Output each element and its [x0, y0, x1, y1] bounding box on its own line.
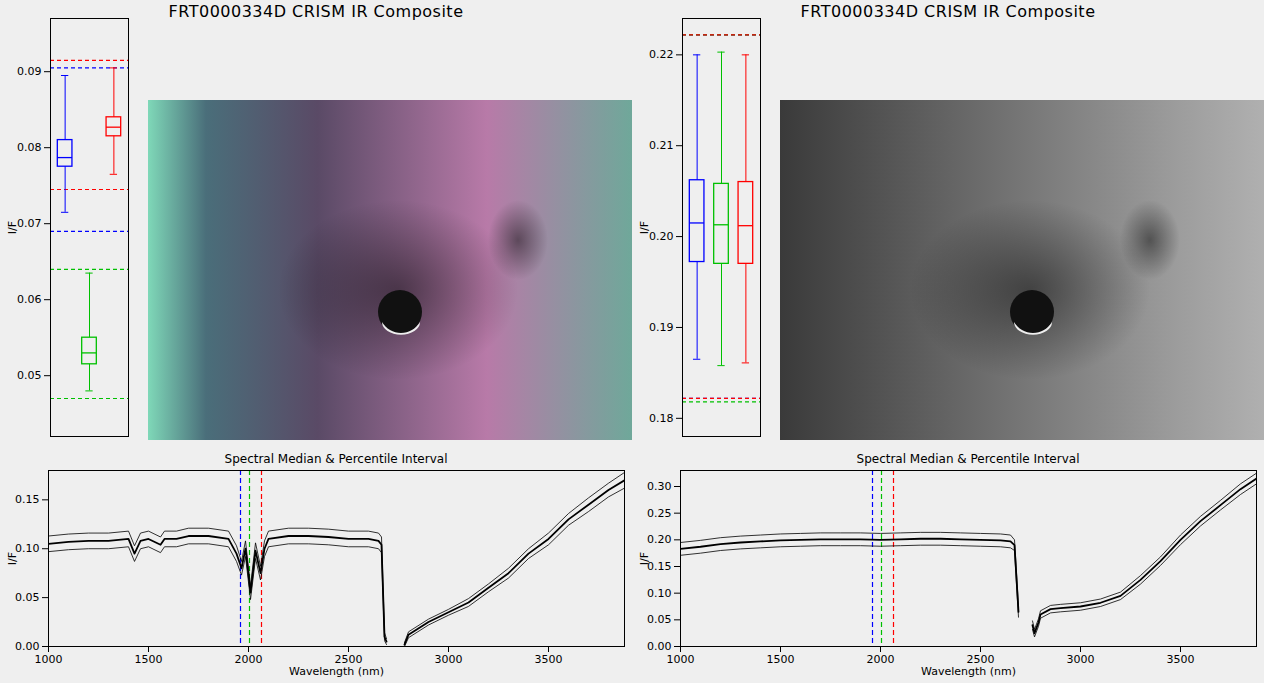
html-text:FRT0000334D CRISM IR Composite: FRT0000334D CRISM IR Composite — [168, 2, 464, 21]
html-text:Spectral Median & Percentile I: Spectral Median & Percentile Interval — [224, 452, 448, 466]
svg-text:0.06: 0.06 — [17, 293, 42, 306]
svg-text:1000: 1000 — [35, 653, 63, 666]
svg-text:1500: 1500 — [767, 653, 795, 666]
svg-text:Wavelength (nm): Wavelength (nm) — [921, 665, 1016, 678]
svg-text:2500: 2500 — [966, 653, 995, 667]
svg-text:2000: 2000 — [235, 653, 263, 666]
svg-text:3000: 3000 — [435, 653, 463, 666]
svg-text:2500: 2500 — [334, 653, 363, 667]
svg-text:I/F: I/F — [6, 221, 19, 234]
svg-text:0.07: 0.07 — [17, 217, 42, 230]
svg-text:0.10: 0.10 — [647, 587, 672, 600]
svg-text:3000: 3000 — [1067, 653, 1095, 666]
svg-text:0.19: 0.19 — [649, 321, 674, 334]
svg-text:0.20: 0.20 — [647, 533, 672, 546]
svg-text:0.00: 0.00 — [15, 640, 40, 653]
svg-text:0.15: 0.15 — [647, 560, 672, 573]
svg-text:0.00: 0.00 — [647, 640, 672, 653]
svg-text:2000: 2000 — [867, 653, 895, 666]
svg-text:0.10: 0.10 — [15, 542, 40, 556]
svg-text:0.30: 0.30 — [647, 480, 672, 493]
svg-text:I/F: I/F — [6, 552, 19, 565]
svg-text:0.05: 0.05 — [15, 591, 40, 604]
svg-text:0.21: 0.21 — [649, 139, 674, 152]
html-text:FRT0000334D CRISM IR Composite: FRT0000334D CRISM IR Composite — [800, 2, 1096, 21]
svg-text:3500: 3500 — [535, 653, 563, 666]
svg-text:1000: 1000 — [667, 653, 695, 666]
svg-text:I/F: I/F — [638, 221, 651, 234]
svg-text:0.05: 0.05 — [17, 369, 42, 382]
svg-text:0.22: 0.22 — [649, 48, 674, 61]
svg-text:3500: 3500 — [1167, 653, 1195, 666]
svg-text:0.18: 0.18 — [649, 412, 674, 425]
svg-text:0.08: 0.08 — [17, 141, 42, 154]
svg-text:0.15: 0.15 — [15, 493, 40, 506]
svg-text:0.25: 0.25 — [647, 507, 672, 520]
html-text:Spectral Median & Percentile I: Spectral Median & Percentile Interval — [856, 452, 1080, 466]
svg-text:0.05: 0.05 — [647, 613, 672, 626]
svg-text:Wavelength (nm): Wavelength (nm) — [289, 665, 384, 678]
svg-text:0.09: 0.09 — [17, 65, 42, 78]
svg-text:I/F: I/F — [638, 552, 651, 565]
svg-text:1500: 1500 — [135, 653, 163, 666]
svg-text:0.20: 0.20 — [649, 230, 674, 243]
